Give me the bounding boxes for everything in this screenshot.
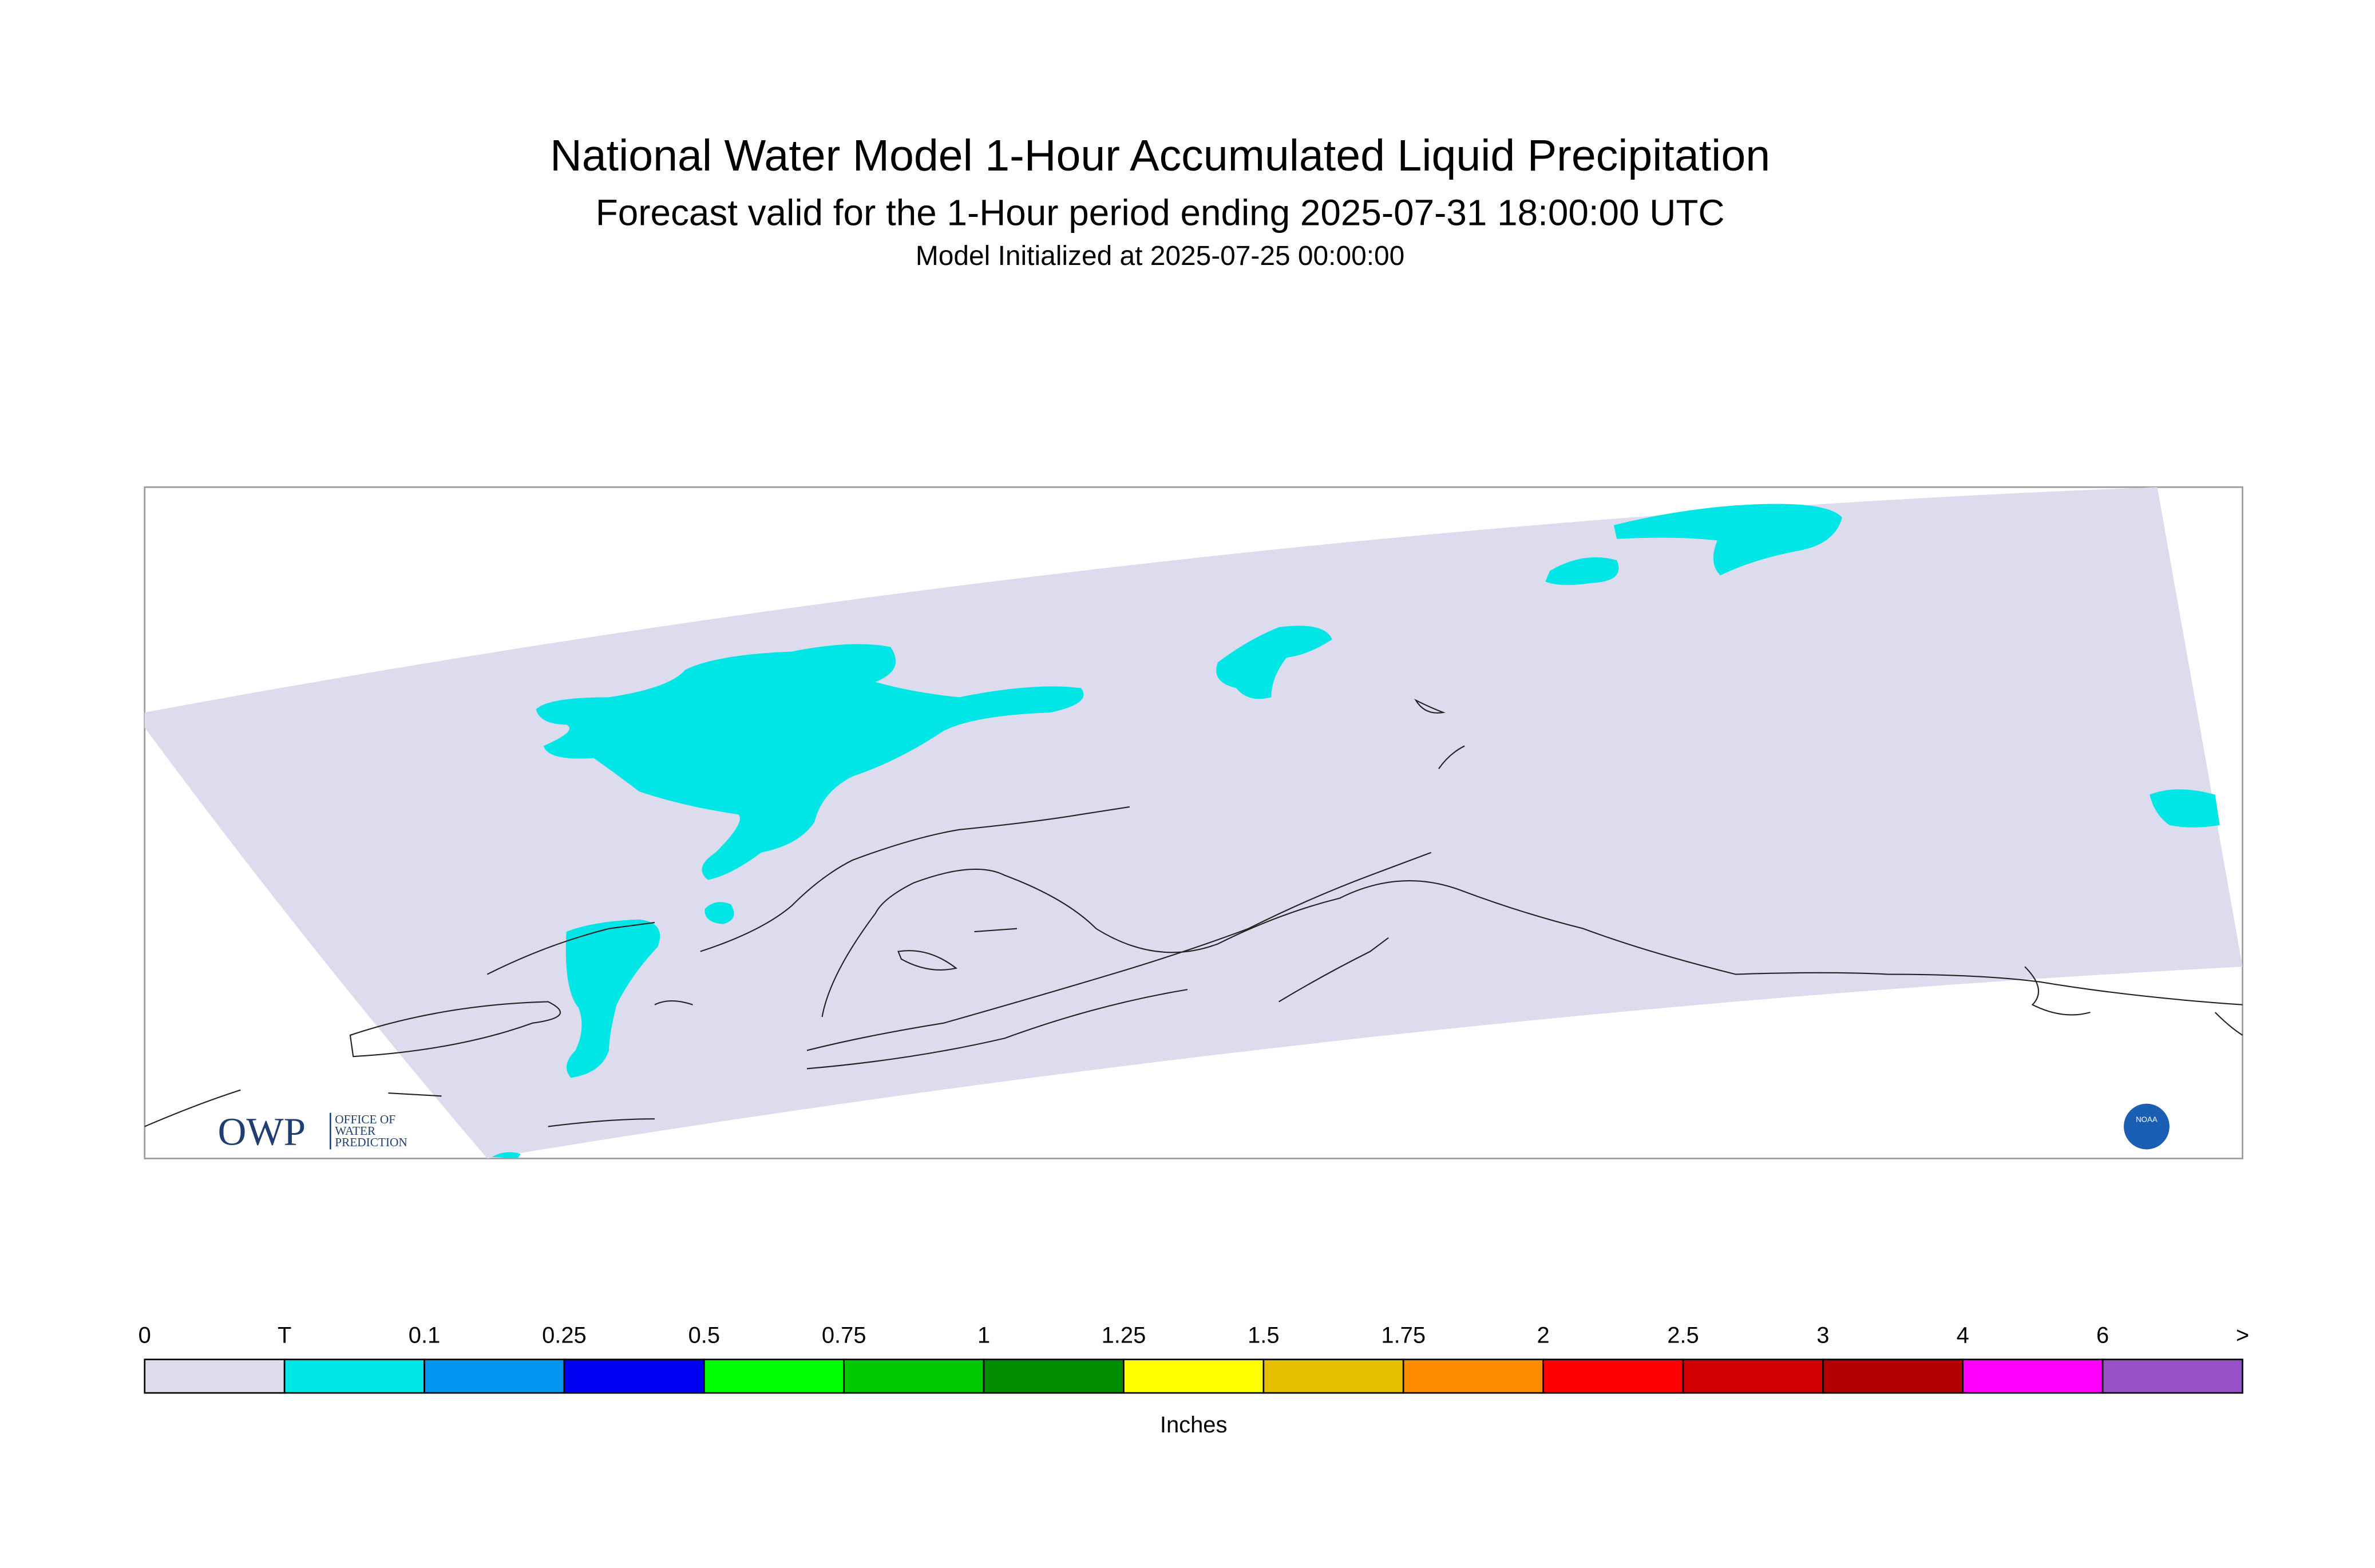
legend-swatch [1962, 1359, 2104, 1394]
legend-label: 1 [977, 1322, 990, 1348]
legend-swatch [1542, 1359, 1684, 1394]
noaa-text: NOAA [2136, 1115, 2158, 1124]
legend-label: 1.75 [1381, 1322, 1426, 1348]
colorbar: 0 T 0.1 0.25 0.5 0.75 1 1.25 1.5 1.75 2 2.5 3 4 6 > [138, 1322, 2249, 1394]
legend-label: 1.5 [1248, 1322, 1279, 1348]
legend-swatch [1262, 1359, 1404, 1394]
legend-swatch [1402, 1359, 1544, 1394]
model-domain [144, 487, 2243, 1159]
noaa-logo [2124, 1103, 2170, 1150]
legend-swatch [283, 1359, 425, 1394]
legend-label: 2.5 [1667, 1322, 1699, 1348]
legend-label: 0.1 [409, 1322, 440, 1348]
legend-swatch [1822, 1359, 1964, 1394]
legend-swatch [144, 1359, 286, 1394]
legend-swatch [1682, 1359, 1824, 1394]
legend-label: 1.25 [1102, 1322, 1146, 1348]
legend-swatch [703, 1359, 845, 1394]
logo-line: WATER [335, 1124, 376, 1138]
legend-label: 0.5 [688, 1322, 720, 1348]
logo-line: PREDICTION [335, 1135, 407, 1149]
legend-label: T [278, 1322, 291, 1348]
legend-swatch [563, 1359, 705, 1394]
init-time: Model Initialized at 2025-07-25 00:00:00 [916, 241, 1404, 271]
legend-unit: Inches [1160, 1412, 1228, 1438]
legend-swatch [1123, 1359, 1265, 1394]
logo-line: OFFICE OF [335, 1112, 395, 1126]
title: National Water Model 1-Hour Accumulated … [550, 131, 1770, 180]
legend-swatch [843, 1359, 985, 1394]
legend-label: 4 [1957, 1322, 1969, 1348]
legend-label: 0.25 [542, 1322, 587, 1348]
coastline [144, 699, 2243, 1127]
logo-acronym: OWP [217, 1109, 306, 1153]
legend-swatch [423, 1359, 565, 1394]
subtitle: Forecast valid for the 1-Hour period end… [596, 192, 1725, 233]
legend-label: > [2236, 1322, 2249, 1348]
legend-label: 0 [138, 1322, 151, 1348]
precip-areas [492, 504, 2220, 1159]
legend-label: 6 [2096, 1322, 2109, 1348]
legend-label: 3 [1816, 1322, 1829, 1348]
legend-swatch [2101, 1359, 2243, 1394]
legend-swatch [983, 1359, 1125, 1394]
legend-label: 2 [1537, 1322, 1550, 1348]
legend-label: 0.75 [822, 1322, 866, 1348]
